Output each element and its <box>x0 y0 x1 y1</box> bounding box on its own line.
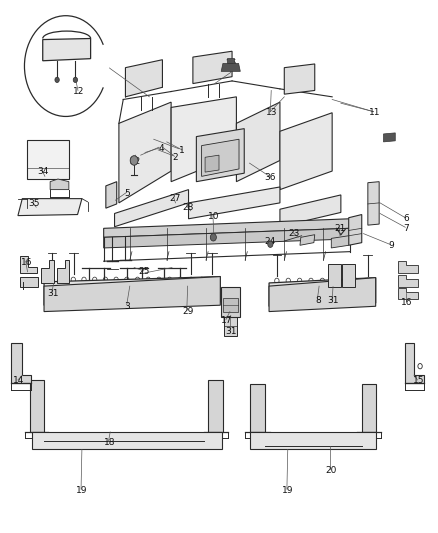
Polygon shape <box>224 314 237 336</box>
Polygon shape <box>349 215 362 245</box>
Text: 12: 12 <box>73 87 85 96</box>
Polygon shape <box>125 60 162 97</box>
Polygon shape <box>328 264 341 287</box>
Circle shape <box>55 77 59 83</box>
Polygon shape <box>221 287 240 317</box>
Text: 31: 31 <box>327 296 339 305</box>
Polygon shape <box>208 381 223 432</box>
Text: 20: 20 <box>325 466 337 475</box>
Polygon shape <box>331 236 349 248</box>
Polygon shape <box>119 102 171 203</box>
Polygon shape <box>342 264 355 287</box>
Polygon shape <box>398 275 418 287</box>
Text: 6: 6 <box>403 214 409 223</box>
Polygon shape <box>104 219 350 237</box>
Text: 31: 31 <box>226 327 237 336</box>
Polygon shape <box>269 278 376 312</box>
Polygon shape <box>362 384 376 432</box>
Text: 16: 16 <box>401 298 413 307</box>
Polygon shape <box>368 182 379 225</box>
Circle shape <box>73 77 78 83</box>
Polygon shape <box>280 113 332 190</box>
Text: 15: 15 <box>413 376 424 385</box>
Polygon shape <box>42 260 53 284</box>
Text: 3: 3 <box>125 302 131 311</box>
Ellipse shape <box>129 435 166 447</box>
Text: 19: 19 <box>282 486 293 495</box>
Text: 2: 2 <box>173 153 178 162</box>
Text: 31: 31 <box>47 288 59 297</box>
Circle shape <box>268 241 273 247</box>
Text: 26: 26 <box>226 60 237 68</box>
Text: 13: 13 <box>265 108 277 117</box>
Polygon shape <box>193 51 232 84</box>
Polygon shape <box>251 432 376 449</box>
Text: 21: 21 <box>334 224 346 233</box>
Polygon shape <box>398 288 418 300</box>
Polygon shape <box>384 133 395 142</box>
Polygon shape <box>115 190 188 227</box>
Text: 8: 8 <box>315 296 321 305</box>
Polygon shape <box>171 97 237 182</box>
Text: 17: 17 <box>221 316 233 325</box>
Polygon shape <box>251 384 265 432</box>
Text: 23: 23 <box>288 229 300 238</box>
Text: 25: 25 <box>138 268 150 276</box>
Text: 5: 5 <box>125 189 131 198</box>
Polygon shape <box>223 298 238 312</box>
Text: 7: 7 <box>403 224 409 233</box>
Text: 14: 14 <box>13 376 25 385</box>
Polygon shape <box>30 381 44 432</box>
Polygon shape <box>18 199 82 216</box>
Ellipse shape <box>64 435 100 447</box>
Polygon shape <box>284 64 315 94</box>
Polygon shape <box>50 179 69 190</box>
Polygon shape <box>398 261 418 273</box>
Polygon shape <box>269 278 376 306</box>
Polygon shape <box>405 343 424 383</box>
Polygon shape <box>300 235 315 245</box>
Polygon shape <box>57 260 69 284</box>
Polygon shape <box>43 38 91 61</box>
Polygon shape <box>11 343 31 383</box>
Polygon shape <box>188 187 280 219</box>
Text: 29: 29 <box>182 307 193 316</box>
Text: 28: 28 <box>182 203 193 212</box>
Circle shape <box>130 156 138 165</box>
Text: 9: 9 <box>388 241 394 250</box>
Text: 19: 19 <box>76 486 88 495</box>
Text: 27: 27 <box>169 194 180 203</box>
Polygon shape <box>227 58 234 63</box>
Polygon shape <box>221 63 240 71</box>
Text: 24: 24 <box>265 237 276 246</box>
Polygon shape <box>205 155 219 172</box>
Polygon shape <box>32 432 223 449</box>
Text: 4: 4 <box>159 144 164 154</box>
Text: 34: 34 <box>37 166 49 175</box>
Polygon shape <box>237 102 280 182</box>
Polygon shape <box>44 277 220 312</box>
Polygon shape <box>20 256 37 273</box>
Text: 36: 36 <box>265 173 276 182</box>
Polygon shape <box>201 139 239 176</box>
Text: 1: 1 <box>179 147 185 156</box>
Text: 11: 11 <box>369 108 381 117</box>
Text: 18: 18 <box>103 438 115 447</box>
Text: 16: 16 <box>21 258 32 266</box>
Circle shape <box>210 233 216 241</box>
Polygon shape <box>196 128 244 182</box>
Polygon shape <box>280 195 341 227</box>
Polygon shape <box>27 140 69 179</box>
Polygon shape <box>106 182 117 208</box>
Polygon shape <box>104 228 350 248</box>
Polygon shape <box>20 277 39 287</box>
Text: 35: 35 <box>28 199 40 208</box>
Text: 10: 10 <box>208 212 219 221</box>
Polygon shape <box>44 277 220 305</box>
Text: 22: 22 <box>130 157 141 166</box>
